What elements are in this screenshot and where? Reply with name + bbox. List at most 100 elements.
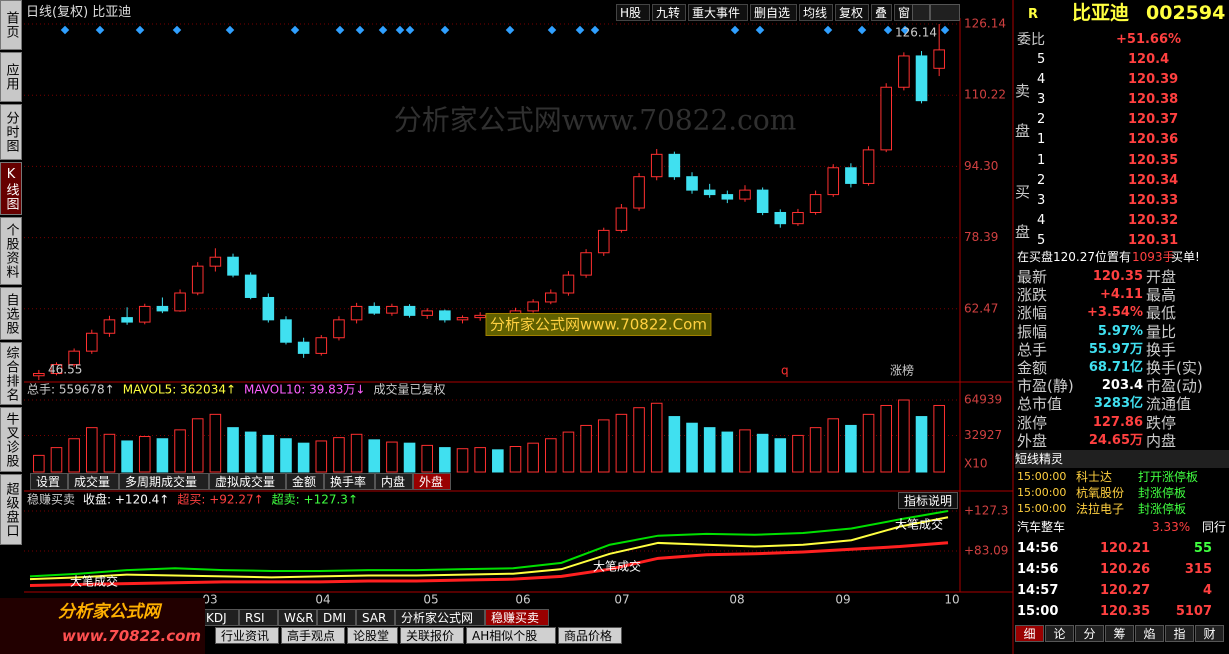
toolbar-button[interactable]: 均线 [799,4,833,21]
volume-tab[interactable]: 成交量 [68,473,119,490]
sector-peer[interactable]: 同行 [1202,520,1227,534]
candle-body [156,305,169,312]
sprite-stock: 科士达 [1076,470,1113,484]
sidebar-tab[interactable]: 综合排名 [0,342,22,405]
indicator-tab[interactable]: RSI [239,609,278,626]
volume-bar [350,433,363,473]
indicator-button[interactable]: 指标说明 [898,492,959,509]
banner: 分析家公式网www.70822.Com [490,316,707,334]
candle-body [633,176,645,209]
marker: 涨榜 [890,363,914,378]
indicator-line [29,516,949,581]
indicator-tab[interactable]: KDJ [200,609,239,626]
sidebar-tab[interactable]: 首页 [0,0,22,50]
level: 2 [1037,112,1046,127]
stat-value: 68.71亿 [1088,360,1143,375]
level: 5 [1037,52,1046,67]
candle-body [544,292,557,303]
candle-body [686,176,698,191]
icon[interactable] [912,4,930,21]
volume-tab[interactable]: 金额 [286,473,324,490]
candle-body [915,55,928,102]
candle-body [350,305,363,321]
bottom-tab[interactable]: 商品价格 [558,627,622,644]
logo-box [0,598,205,654]
indicator-tab[interactable]: 分析家公式网 [395,609,485,626]
signal-dot [290,25,300,35]
candle-body [421,310,434,316]
signal-dot [355,25,365,35]
sidebar-tab[interactable]: 个股资料 [0,217,22,285]
tick-time: 14:56 [1017,541,1059,556]
stat-label: 涨跌 [1017,286,1048,305]
volume-bar [191,418,204,473]
stat-label: 换手(实) [1146,359,1203,377]
volume-bar [68,438,80,473]
volume-tab[interactable]: 内盘 [375,473,413,490]
candle-body [668,153,681,178]
candle-body [580,252,592,276]
bottom-tab[interactable]: 论股堂 [347,627,398,644]
y-tick-label: 78.39 [964,230,998,244]
quote-tab[interactable]: 指 [1165,625,1194,642]
toolbar-button[interactable]: 删自选 [750,4,797,21]
candle-body [85,332,98,352]
sidebar-tab[interactable]: 超级盘口 [0,474,22,545]
stat-label: 开盘 [1146,268,1177,286]
candle-body [227,256,239,276]
volume-tab[interactable]: 虚拟成交量 [209,473,286,490]
sidebar-tab[interactable]: K线图 [0,162,22,215]
quote-tab[interactable]: 财 [1195,625,1224,642]
price: 120.4 [1128,52,1170,67]
annotation: 大笔成交 [70,574,118,589]
section-title: 短线精灵 [1015,450,1229,468]
volume-bar [774,438,787,473]
price: 120.39 [1128,72,1179,87]
y-tick-label: +127.3 [964,504,1008,518]
sidebar-tab[interactable]: 分时图 [0,104,22,160]
toolbar-button[interactable]: 窗 [894,4,915,21]
signal-dot [440,25,450,35]
bottom-tab[interactable]: 关联报价 [400,627,464,644]
stat-label: 量比 [1146,322,1177,341]
bottom-tab[interactable]: 行业资讯 [215,627,279,644]
level: 1 [1037,153,1046,168]
sidebar-tab[interactable]: 自选股 [0,287,22,340]
sidebar-tab[interactable]: 应用 [0,52,22,102]
volume-bar [862,413,875,473]
icon[interactable] [930,4,960,21]
quote-tab[interactable]: 焰 [1135,625,1164,642]
volume-bar [421,444,434,473]
quote-tab[interactable]: 筹 [1105,625,1134,642]
indicator-header: 收盘: +120.4↑ [83,492,169,507]
indicator-tab[interactable]: SAR [356,609,395,626]
market: R [1028,7,1039,22]
candle-body [68,350,80,366]
candle-body [280,319,292,343]
toolbar-button[interactable]: 九转 [652,4,686,21]
indicator-tab[interactable]: 稳赚买卖 [485,609,549,626]
side-label: 卖盘 [1015,82,1031,140]
indicator-tab[interactable]: W&R [278,609,317,626]
indicator-tab[interactable]: DMI [317,609,356,626]
sidebar-tab[interactable]: 牛叉诊股 [0,407,22,472]
volume-tab[interactable]: 设置 [30,473,68,490]
toolbar-button[interactable]: 重大事件 [688,4,748,21]
candle-body [756,189,769,213]
quote-tab[interactable]: 细 [1015,625,1044,642]
toolbar-button[interactable]: 复权 [835,4,869,21]
price: 120.31 [1128,233,1179,248]
toolbar-button[interactable]: H股 [616,4,650,21]
tick-price: 120.35 [1100,604,1151,619]
quote-tab[interactable]: 论 [1045,625,1074,642]
volume-tab[interactable]: 外盘 [413,473,451,490]
toolbar-button[interactable]: 叠 [871,4,892,21]
volume-tab[interactable]: 换手率 [324,473,375,490]
volume-tab[interactable]: 多周期成交量 [119,473,209,490]
bottom-tab[interactable]: 高手观点 [281,627,345,644]
bottom-tab[interactable]: AH相似个股 [466,627,556,644]
stat-label: 涨停 [1017,413,1048,432]
volume-bar [650,402,663,473]
quote-tab[interactable]: 分 [1075,625,1104,642]
